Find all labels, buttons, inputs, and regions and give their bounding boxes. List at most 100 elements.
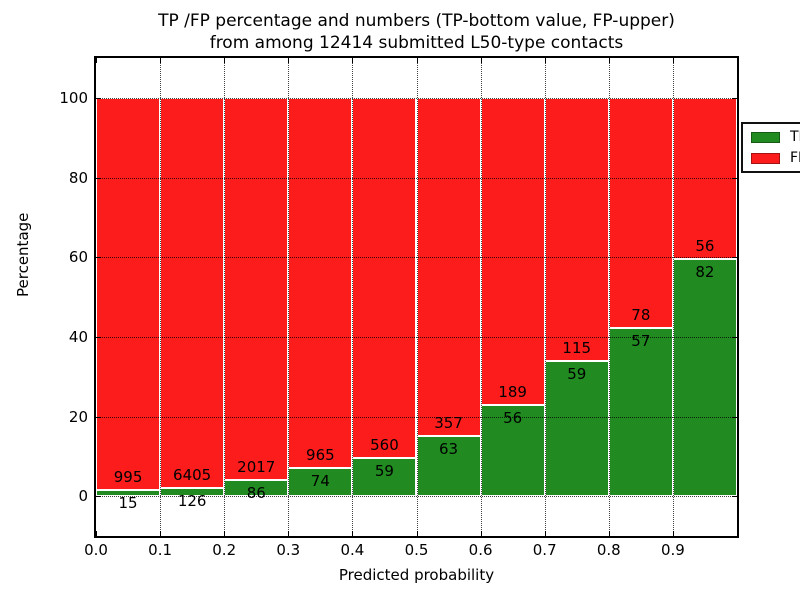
tp-count-label: 126 [177, 492, 207, 511]
fp-bar-segment [224, 97, 289, 480]
x-tick-mark [288, 531, 290, 536]
fp-bar-segment [544, 97, 609, 362]
fp-count-label: 78 [631, 305, 651, 324]
y-tick-mark [96, 336, 101, 338]
y-gridline [96, 336, 737, 338]
y-tick-mark-right [732, 416, 737, 418]
fp-count-label: 995 [113, 468, 143, 487]
tp-count-label: 56 [503, 409, 523, 428]
chart-title-line1: TP /FP percentage and numbers (TP-bottom… [158, 11, 675, 31]
legend-label-fp: FP [790, 150, 800, 166]
x-tick-mark [352, 531, 354, 536]
legend-label-tp: TP [790, 129, 800, 145]
x-tick-mark-top [608, 58, 610, 63]
x-tick-label: 0.0 [84, 541, 108, 559]
x-tick-mark [544, 531, 546, 536]
fp-bar-segment [352, 97, 417, 459]
x-tick-mark [672, 531, 674, 536]
tp-bar-segment [480, 405, 545, 497]
fp-count-label: 115 [562, 339, 592, 358]
fp-count-label: 2017 [237, 457, 276, 476]
y-tick-label: 80 [68, 168, 88, 187]
x-gridline [416, 58, 418, 536]
plot-area: 995 15 6405 126 2017 86 965 74 560 59 357 63 189 56 11… [94, 56, 800, 538]
x-gridline [672, 58, 674, 536]
x-gridline [480, 58, 482, 536]
x-tick-mark-top [480, 58, 482, 63]
y-tick-mark-right [732, 97, 737, 99]
tp-count-label: 59 [567, 365, 587, 384]
y-tick-mark [96, 177, 101, 179]
x-gridline [224, 58, 226, 536]
y-gridline [96, 496, 737, 498]
x-tick-label: 0.7 [532, 541, 557, 559]
x-tick-mark [160, 531, 162, 536]
x-tick-label: 0.3 [276, 541, 301, 559]
x-tick-mark [416, 531, 418, 536]
x-tick-mark-top [544, 58, 546, 63]
x-tick-mark [96, 531, 97, 536]
x-gridline [288, 58, 290, 536]
x-gridline [352, 58, 354, 536]
x-tick-mark-top [288, 58, 290, 63]
legend-entry-fp: FP [751, 151, 800, 165]
tp-count-label: 57 [631, 331, 651, 350]
fp-count-label: 357 [434, 414, 463, 433]
x-tick-label: 0.9 [660, 541, 685, 559]
x-tick-label: 0.4 [340, 541, 365, 559]
x-gridline [544, 58, 546, 536]
y-tick-label: 40 [68, 327, 88, 346]
x-axis-label: Predicted probability [338, 566, 495, 584]
y-tick-mark [96, 97, 101, 99]
x-gridline [608, 58, 610, 536]
x-tick-mark [608, 531, 610, 536]
y-tick-mark [96, 416, 101, 418]
tp-bar-segment [352, 458, 417, 497]
y-gridline [96, 257, 737, 259]
tp-bar-segment [544, 361, 609, 497]
legend-entry-tp: TP [751, 130, 800, 144]
y-tick-mark-right [732, 177, 737, 179]
tp-color-swatch-icon [751, 131, 780, 143]
y-tick-label: 0 [78, 487, 88, 506]
x-tick-label: 0.6 [468, 541, 493, 559]
y-gridline [96, 97, 737, 99]
y-tick-label: 100 [59, 88, 88, 107]
tp-bar-segment [608, 327, 673, 497]
y-tick-mark-right [732, 257, 737, 259]
tp-count-label: 15 [118, 494, 138, 513]
x-tick-mark-top [416, 58, 418, 63]
tp-bar-segment [288, 467, 353, 497]
x-gridline [160, 58, 162, 536]
fp-bar-segment [288, 97, 353, 468]
fp-count-label: 6405 [173, 466, 212, 485]
x-tick-label: 0.2 [212, 541, 237, 559]
x-tick-mark [480, 531, 482, 536]
fp-bar-segment [480, 97, 545, 406]
tp-count-label: 74 [310, 471, 330, 490]
x-tick-label: 0.1 [148, 541, 173, 559]
fp-color-swatch-icon [751, 152, 780, 164]
y-gridline [96, 416, 737, 418]
y-tick-mark [96, 496, 101, 498]
x-tick-mark-top [224, 58, 226, 63]
legend: TP FP [741, 122, 800, 173]
y-tick-mark-right [732, 496, 737, 498]
x-tick-mark [224, 531, 226, 536]
fp-bar-segment [672, 97, 737, 260]
x-tick-mark-top [672, 58, 674, 63]
tp-bar-segment [96, 490, 161, 497]
fp-bar-segment [160, 97, 225, 489]
fp-bar-segment [416, 97, 481, 437]
x-tick-label: 0.5 [404, 541, 429, 559]
fp-count-label: 560 [370, 436, 399, 455]
x-tick-mark-top [352, 58, 354, 63]
tp-bar-segment [672, 259, 737, 497]
y-tick-mark-right [732, 336, 737, 338]
fp-count-label: 189 [498, 383, 527, 402]
x-tick-mark-top [96, 58, 97, 63]
x-tick-mark-top [160, 58, 162, 63]
y-tick-mark [96, 257, 101, 259]
tp-count-label: 63 [439, 440, 459, 459]
